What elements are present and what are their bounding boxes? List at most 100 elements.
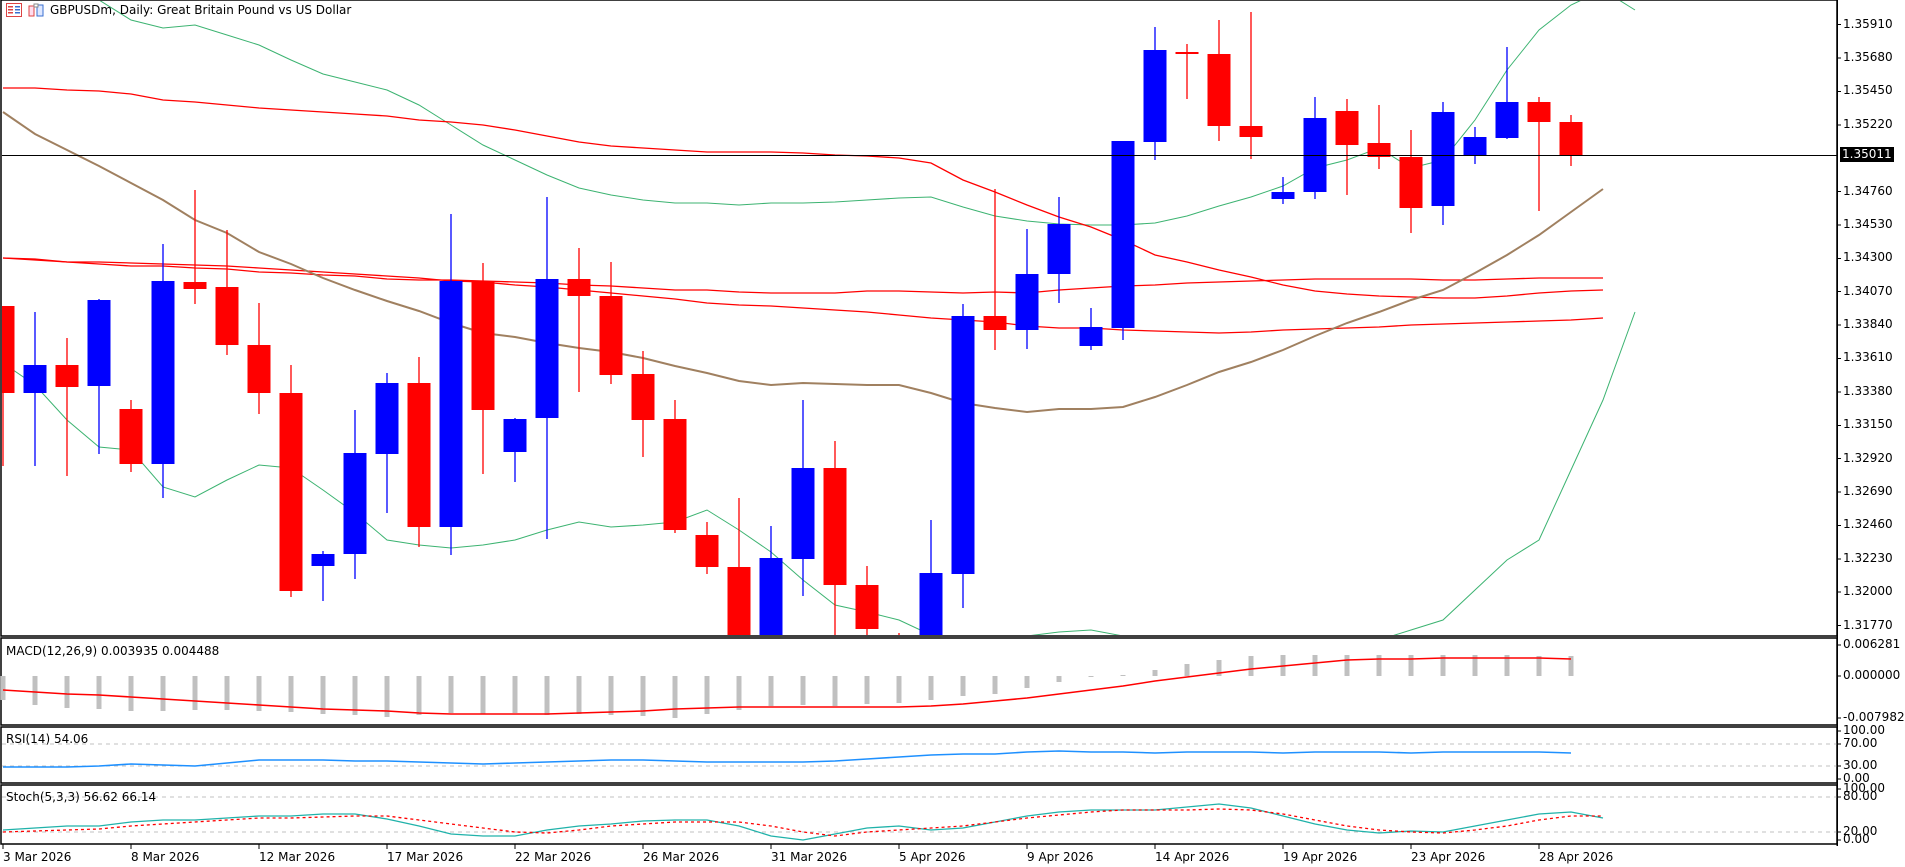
macd-histogram-bar [864,676,870,704]
date-axis-label: 31 Mar 2026 [771,850,848,864]
candle-body[interactable] [1175,52,1199,54]
candle-body[interactable] [695,535,719,567]
candle-body[interactable] [119,409,143,464]
date-axis-label: 28 Apr 2026 [1539,850,1614,864]
candle-body[interactable] [151,281,175,464]
date-axis-label: 8 Mar 2026 [131,850,200,864]
date-axis-label: 3 Mar 2026 [3,850,72,864]
trading-tools-icon[interactable] [28,3,44,17]
date-axis-label: 17 Mar 2026 [387,850,464,864]
macd-histogram-bar [1152,670,1158,676]
price-axis-label: 1.32000 [1843,584,1893,599]
candle-body[interactable] [1367,143,1391,157]
candle-body[interactable] [1527,102,1551,122]
candle-body[interactable] [1047,224,1071,274]
candle-body[interactable] [855,585,879,629]
candle-body[interactable] [631,374,655,420]
stoch-label: Stoch(5,3,3) 56.62 66.14 [6,790,157,804]
macd-histogram-bar [448,676,454,713]
candle-body[interactable] [919,573,943,646]
price-axis-label: 1.32460 [1843,517,1893,532]
candle-body[interactable] [23,365,47,393]
macd-histogram-bar [1248,656,1254,676]
candle-body[interactable] [311,554,335,566]
chart-properties-icon[interactable] [6,3,22,17]
candle-body[interactable] [823,468,847,585]
candle-body[interactable] [343,453,367,554]
current-price-tag: 1.35011 [1840,147,1894,162]
macd-histogram-bar [1472,655,1478,676]
macd-signal-line [2,657,1572,715]
candle-body[interactable] [1271,192,1295,199]
candle-body[interactable] [471,281,495,410]
bollinger-lower-line [2,311,1636,635]
candle-body[interactable] [407,383,431,527]
candle-body[interactable] [1015,274,1039,330]
candle-body[interactable] [535,279,559,418]
macd-axis-label: 0.000000 [1843,668,1901,682]
chart-title-bar: GBPUSDm, Daily: Great Britain Pound vs U… [6,3,351,17]
candle-body[interactable] [439,281,463,527]
macd-histogram-bar [64,676,70,708]
candle-body[interactable] [1495,102,1519,138]
macd-histogram-bar [352,676,358,715]
macd-histogram-bar [1376,655,1382,676]
candle-body[interactable] [1079,327,1103,346]
chart-title: GBPUSDm, Daily: Great Britain Pound vs U… [50,3,352,17]
candle-body[interactable] [1463,137,1487,156]
price-axis-label: 1.33380 [1843,383,1893,398]
candle-body[interactable] [791,468,815,559]
price-axis-label: 1.34070 [1843,283,1893,298]
main-plot [0,1,1636,668]
candle-body[interactable] [567,279,591,296]
macd-histogram-bar [96,676,102,709]
candle-body[interactable] [0,306,15,393]
macd-histogram-bar [896,676,902,703]
price-axis-label: 1.33610 [1843,350,1893,365]
macd-axis-label: -0.007982 [1843,710,1905,724]
candle-body[interactable] [1207,54,1231,126]
candle-body[interactable] [503,419,527,452]
price-axis-label: 1.33150 [1843,417,1893,432]
candle-body[interactable] [247,345,271,393]
rsi-axis-label: 70.00 [1843,736,1878,750]
envelope-upper-line [2,257,1603,294]
candle-body[interactable] [1143,50,1167,142]
candle-body[interactable] [279,393,303,591]
price-axis-label: 1.32920 [1843,450,1893,465]
candle-body[interactable] [1559,122,1583,155]
price-axis-label: 1.35910 [1843,16,1893,31]
candle-body[interactable] [663,419,687,530]
candle-body[interactable] [183,282,207,289]
bollinger-upper-line [99,1,1636,226]
macd-histogram-bar [1088,676,1094,677]
date-axis-label: 5 Apr 2026 [899,850,966,864]
rsi-axis-label: 0.00 [1843,771,1870,785]
candle-body[interactable] [375,383,399,454]
main-panel [0,0,1838,637]
candle-body[interactable] [951,316,975,574]
candle-body[interactable] [215,287,239,345]
candle-body[interactable] [1399,157,1423,208]
stoch-axis-label: 0.00 [1843,832,1870,846]
macd-histogram-bar [512,676,518,713]
candle-body[interactable] [55,365,79,387]
candle-body[interactable] [759,558,783,668]
macd-histogram-bar [1024,676,1030,688]
price-axis-label: 1.32690 [1843,484,1893,499]
rsi-axis-label: 100.00 [1843,723,1885,737]
candle-body[interactable] [983,316,1007,330]
macd-axis-label: 0.006281 [1843,637,1901,651]
candle-body[interactable] [1239,126,1263,137]
candle-body[interactable] [87,300,111,386]
candle-body[interactable] [727,567,751,668]
price-axis-label: 1.34300 [1843,250,1893,265]
candle-body[interactable] [599,296,623,375]
macd-histogram-bar [192,676,198,710]
price-axis-label: 1.34760 [1843,183,1893,198]
candle-body[interactable] [1431,112,1455,206]
candle-body[interactable] [1335,111,1359,145]
macd-histogram-bar [1184,664,1190,676]
candle-body[interactable] [1111,141,1135,328]
